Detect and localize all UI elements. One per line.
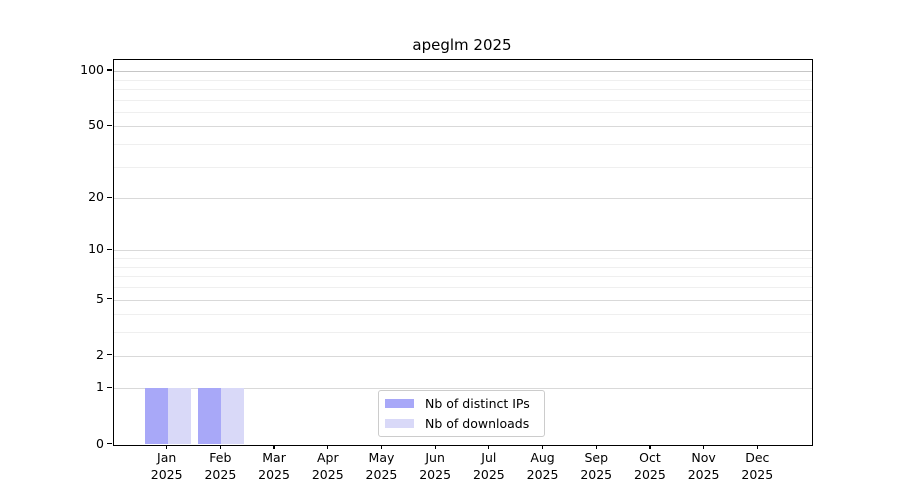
- x-tick-nov-2025: [703, 444, 705, 449]
- x-tick-label-line: Jul: [481, 450, 497, 465]
- y-tick-10: [107, 248, 112, 251]
- legend: Nb of distinct IPs Nb of downloads: [378, 390, 545, 437]
- y-tick-0: [107, 442, 112, 445]
- x-tick-label-jun-2025: Jun 2025: [405, 450, 465, 483]
- x-tick-aug-2025: [541, 444, 544, 449]
- x-tick-label-feb-2025: Feb 2025: [190, 450, 250, 483]
- x-tick-label-line: Oct: [639, 450, 661, 465]
- y-tick-label-5: 5: [96, 290, 104, 306]
- gridline-minor-60: [114, 111, 812, 113]
- gridline-minor-9: [114, 258, 812, 260]
- x-tick-feb-2025: [219, 444, 221, 449]
- gridline-minor-30: [114, 166, 812, 168]
- gridline-major-2: [114, 355, 812, 357]
- x-tick-label-line: Nov: [691, 450, 716, 465]
- gridline-major-1: [114, 388, 812, 390]
- y-tick-label-2: 2: [96, 346, 104, 362]
- y-tick-label-20: 20: [88, 189, 104, 205]
- gridline-minor-3: [114, 332, 812, 334]
- y-tick-label-10: 10: [88, 241, 104, 257]
- x-tick-label-line: 2025: [634, 466, 666, 482]
- x-tick-label-line: 2025: [204, 466, 237, 482]
- x-tick-label-line: Jun: [425, 450, 445, 465]
- gridline-minor-90: [114, 79, 812, 81]
- x-tick-jan-2025: [166, 444, 168, 449]
- gridline-major-100: [114, 71, 812, 73]
- x-tick-apr-2025: [327, 444, 329, 449]
- y-tick-5: [107, 297, 112, 300]
- y-tick-2: [107, 354, 112, 356]
- legend-label-nb-of-downloads: Nb of downloads: [425, 415, 530, 431]
- x-tick-label-line: 2025: [365, 466, 398, 482]
- x-tick-label-line: 2025: [526, 466, 559, 482]
- y-tick-1: [107, 386, 112, 388]
- x-tick-sep-2025: [595, 444, 597, 449]
- gridline-minor-80: [114, 88, 812, 90]
- x-tick-label-line: Mar: [262, 450, 286, 465]
- legend-item-nb-of-downloads: Nb of downloads: [385, 416, 538, 432]
- x-tick-label-line: Jan: [157, 450, 177, 465]
- legend-label-nb-of-distinct-ips: Nb of distinct IPs: [425, 395, 530, 411]
- y-tick-label-100: 100: [80, 62, 104, 78]
- x-tick-label-line: Dec: [745, 450, 770, 465]
- y-tick-20: [107, 196, 112, 198]
- bar-nb-of-downloads-jan-2025: [167, 388, 191, 445]
- x-tick-label-sep-2025: Sep 2025: [566, 450, 626, 483]
- y-tick-50: [107, 124, 112, 126]
- x-tick-mar-2025: [273, 444, 275, 449]
- x-tick-jun-2025: [434, 444, 436, 449]
- gridline-major-20: [114, 198, 812, 200]
- y-tick-label-0: 0: [96, 435, 104, 451]
- x-tick-label-nov-2025: Nov 2025: [674, 450, 734, 483]
- x-tick-oct-2025: [649, 444, 651, 449]
- x-tick-label-line: Sep: [584, 450, 608, 465]
- x-tick-label-may-2025: May 2025: [351, 450, 411, 483]
- x-tick-label-oct-2025: Oct 2025: [620, 450, 680, 483]
- x-tick-may-2025: [380, 444, 383, 449]
- x-tick-label-line: 2025: [419, 466, 452, 482]
- gridline-minor-40: [114, 144, 812, 146]
- chart-title: apeglm 2025: [412, 36, 512, 54]
- gridline-major-10: [114, 250, 812, 252]
- bar-nb-of-distinct-ips-jan-2025: [144, 388, 168, 445]
- legend-swatch-nb-of-distinct-ips: [385, 398, 414, 409]
- x-tick-label-line: 2025: [150, 466, 183, 482]
- gridline-minor-7: [114, 276, 812, 278]
- plot-area: [113, 59, 813, 446]
- bar-nb-of-downloads-feb-2025: [221, 388, 245, 445]
- x-tick-label-line: 2025: [311, 466, 344, 482]
- y-tick-100: [107, 69, 112, 71]
- x-tick-label-line: 2025: [687, 466, 720, 482]
- x-tick-label-line: 2025: [580, 466, 613, 482]
- x-tick-label-line: Apr: [316, 450, 339, 465]
- legend-swatch-nb-of-downloads: [385, 418, 414, 429]
- legend-item-nb-of-distinct-ips: Nb of distinct IPs: [385, 396, 538, 412]
- gridline-minor-70: [114, 99, 812, 101]
- x-tick-label-line: 2025: [258, 466, 290, 482]
- x-tick-label-dec-2025: Dec 2025: [727, 450, 787, 483]
- x-tick-label-line: Aug: [530, 450, 555, 465]
- y-tick-label-50: 50: [88, 117, 104, 133]
- y-tick-label-1: 1: [96, 379, 104, 395]
- x-tick-label-line: 2025: [472, 466, 505, 482]
- bar-nb-of-distinct-ips-feb-2025: [198, 388, 222, 445]
- x-tick-label-aug-2025: Aug 2025: [513, 450, 573, 483]
- x-tick-label-line: 2025: [741, 466, 774, 482]
- x-tick-label-line: May: [368, 450, 395, 465]
- x-tick-dec-2025: [756, 444, 758, 449]
- gridline-minor-8: [114, 266, 812, 268]
- x-tick-label-mar-2025: Mar 2025: [244, 450, 304, 483]
- x-tick-label-apr-2025: Apr 2025: [298, 450, 358, 483]
- gridline-minor-6: [114, 287, 812, 289]
- x-tick-jul-2025: [488, 444, 490, 449]
- gridline-major-50: [114, 126, 812, 128]
- gridline-minor-4: [114, 314, 812, 316]
- gridline-major-5: [114, 299, 812, 301]
- x-tick-label-jul-2025: Jul 2025: [459, 450, 519, 483]
- x-tick-label-line: Feb: [209, 450, 232, 465]
- x-tick-label-jan-2025: Jan 2025: [137, 450, 197, 483]
